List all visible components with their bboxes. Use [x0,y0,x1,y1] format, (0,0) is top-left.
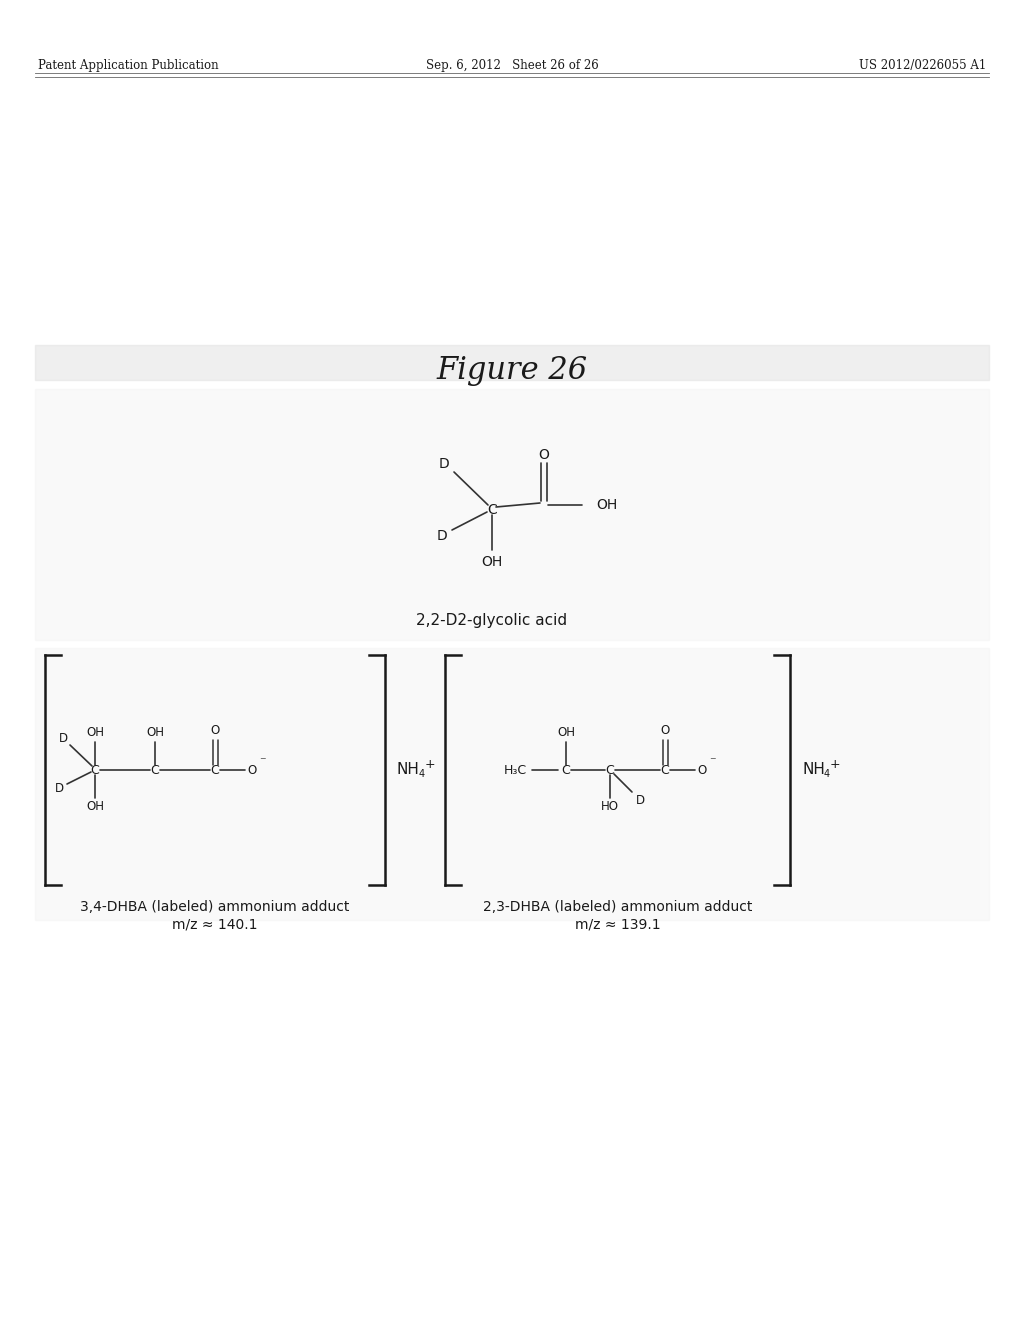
Text: 2,2-D2-glycolic acid: 2,2-D2-glycolic acid [417,612,567,627]
Text: OH: OH [557,726,575,739]
Text: H₃C: H₃C [504,763,526,776]
Text: D: D [436,529,447,543]
Text: D: D [636,793,644,807]
Text: C: C [211,763,219,776]
Text: O: O [660,725,670,738]
Text: OH: OH [146,726,164,739]
Text: Sep. 6, 2012   Sheet 26 of 26: Sep. 6, 2012 Sheet 26 of 26 [426,58,598,71]
Text: 4: 4 [824,770,830,779]
Text: OH: OH [86,800,104,813]
Text: C: C [487,503,497,517]
Text: US 2012/0226055 A1: US 2012/0226055 A1 [859,58,986,71]
Text: 4: 4 [419,770,425,779]
Text: C: C [660,763,670,776]
Text: +: + [830,758,841,771]
Text: HO: HO [601,800,618,813]
Text: D: D [58,731,68,744]
Text: C: C [561,763,570,776]
Text: D: D [54,781,63,795]
Text: 2,3-DHBA (labeled) ammonium adduct: 2,3-DHBA (labeled) ammonium adduct [483,900,753,913]
Text: O: O [248,763,257,776]
Text: OH: OH [86,726,104,739]
Text: D: D [438,457,450,471]
Text: OH: OH [596,498,617,512]
Text: +: + [425,758,435,771]
Text: Figure 26: Figure 26 [436,355,588,385]
Text: m/z ≈ 140.1: m/z ≈ 140.1 [172,917,258,932]
Text: ⁻: ⁻ [259,755,265,768]
Text: C: C [605,763,614,776]
Text: m/z ≈ 139.1: m/z ≈ 139.1 [575,917,660,932]
Text: OH: OH [481,554,503,569]
Text: C: C [151,763,160,776]
Text: 3,4-DHBA (labeled) ammonium adduct: 3,4-DHBA (labeled) ammonium adduct [80,900,349,913]
Text: NH: NH [802,763,825,777]
Text: O: O [539,447,550,462]
Text: O: O [210,725,219,738]
Text: NH: NH [397,763,420,777]
Text: O: O [697,763,707,776]
Text: C: C [91,763,99,776]
Text: ⁻: ⁻ [709,755,716,768]
Text: Patent Application Publication: Patent Application Publication [38,58,219,71]
